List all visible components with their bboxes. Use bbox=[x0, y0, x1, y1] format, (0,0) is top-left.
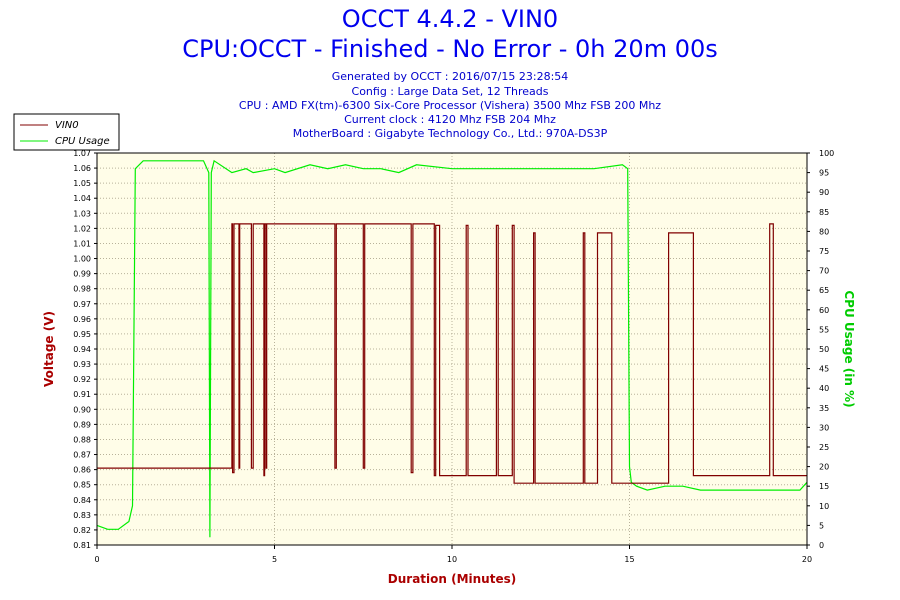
x-axis-label: Duration (Minutes) bbox=[388, 572, 516, 586]
y-tick-label: 1.06 bbox=[73, 164, 91, 173]
x-tick-label: 15 bbox=[624, 555, 634, 564]
y-tick-label: 0.90 bbox=[73, 405, 91, 414]
legend-label-vin0: VIN0 bbox=[55, 120, 79, 131]
x-tick-label: 5 bbox=[272, 555, 277, 564]
y-tick-label: 0.96 bbox=[73, 315, 91, 324]
x-tick-label: 20 bbox=[802, 555, 812, 564]
y-tick-label: 0.88 bbox=[73, 435, 91, 444]
y-tick-label: 0.97 bbox=[73, 300, 91, 309]
y-tick-label: 1.03 bbox=[73, 209, 91, 218]
y2-tick-label: 5 bbox=[819, 521, 824, 530]
y2-tick-label: 70 bbox=[819, 267, 829, 276]
info-clock: Current clock : 4120 Mhz FSB 204 Mhz bbox=[344, 113, 556, 126]
y-tick-label: 0.82 bbox=[73, 526, 91, 535]
y-tick-label: 1.02 bbox=[73, 224, 91, 233]
y2-axis-label: CPU Usage (in %) bbox=[842, 290, 856, 407]
y-tick-label: 0.84 bbox=[73, 496, 91, 505]
y2-tick-label: 35 bbox=[819, 404, 829, 413]
y-tick-label: 1.05 bbox=[73, 179, 91, 188]
y-tick-label: 0.94 bbox=[73, 345, 91, 354]
chart-subtitle: CPU:OCCT - Finished - No Error - 0h 20m … bbox=[182, 35, 718, 63]
y-tick-label: 1.04 bbox=[73, 194, 91, 203]
x-tick-label: 10 bbox=[447, 555, 457, 564]
y2-tick-label: 95 bbox=[819, 169, 829, 178]
info-motherboard: MotherBoard : Gigabyte Technology Co., L… bbox=[292, 127, 608, 140]
legend-box bbox=[13, 113, 120, 151]
y-tick-label: 0.98 bbox=[73, 285, 91, 294]
y2-tick-label: 0 bbox=[819, 541, 824, 550]
y-tick-label: 1.00 bbox=[73, 255, 91, 264]
y2-tick-label: 65 bbox=[819, 286, 829, 295]
y2-tick-label: 100 bbox=[819, 149, 834, 158]
y2-tick-label: 15 bbox=[819, 482, 829, 491]
y-tick-label: 0.83 bbox=[73, 511, 91, 520]
chart-title: OCCT 4.4.2 - VIN0 bbox=[341, 5, 559, 33]
y2-tick-label: 50 bbox=[819, 345, 829, 354]
y2-tick-label: 75 bbox=[819, 247, 829, 256]
y2-tick-label: 30 bbox=[819, 423, 829, 432]
y-tick-label: 0.99 bbox=[73, 270, 91, 279]
info-config: Config : Large Data Set, 12 Threads bbox=[351, 85, 549, 98]
y-tick-label: 0.95 bbox=[73, 330, 91, 339]
y2-tick-label: 40 bbox=[819, 384, 829, 393]
y2-tick-label: 90 bbox=[819, 188, 829, 197]
info-generated: Generated by OCCT : 2016/07/15 23:28:54 bbox=[331, 70, 569, 83]
y-tick-label: 1.07 bbox=[73, 149, 91, 158]
y2-tick-label: 85 bbox=[819, 208, 829, 217]
y-tick-label: 0.85 bbox=[73, 481, 91, 490]
y-tick-label: 1.01 bbox=[73, 239, 91, 248]
y-tick-label: 0.87 bbox=[73, 451, 91, 460]
y2-tick-label: 60 bbox=[819, 306, 829, 315]
y2-tick-label: 45 bbox=[819, 365, 829, 374]
y-tick-label: 0.89 bbox=[73, 420, 91, 429]
y-tick-label: 0.92 bbox=[73, 375, 91, 384]
y2-tick-label: 25 bbox=[819, 443, 829, 452]
series-line-vin0 bbox=[97, 223, 807, 484]
legend-label-cpu-usage: CPU Usage bbox=[55, 136, 110, 147]
grid-lines bbox=[97, 153, 807, 545]
ticks: 0.81 0.82 0.83 0.84 0.85 0.86 0.87 0.88 0.89 0.90… bbox=[73, 149, 834, 564]
x-tick-label: 0 bbox=[94, 555, 99, 564]
y-tick-label: 0.93 bbox=[73, 360, 91, 369]
y2-tick-label: 55 bbox=[819, 325, 829, 334]
y-axis-label: Voltage (V) bbox=[42, 311, 56, 387]
y2-tick-label: 80 bbox=[819, 227, 829, 236]
y-tick-label: 0.86 bbox=[73, 466, 91, 475]
y2-tick-label: 10 bbox=[819, 502, 829, 511]
y2-tick-label: 20 bbox=[819, 463, 829, 472]
legend: VIN0 CPU Usage bbox=[13, 113, 120, 151]
y-tick-label: 0.81 bbox=[73, 541, 91, 550]
y-tick-label: 0.91 bbox=[73, 390, 91, 399]
series-layer bbox=[96, 159, 808, 538]
series-line-cpu-usage bbox=[96, 159, 808, 538]
info-cpu: CPU : AMD FX(tm)-6300 Six-Core Processor… bbox=[238, 99, 662, 112]
